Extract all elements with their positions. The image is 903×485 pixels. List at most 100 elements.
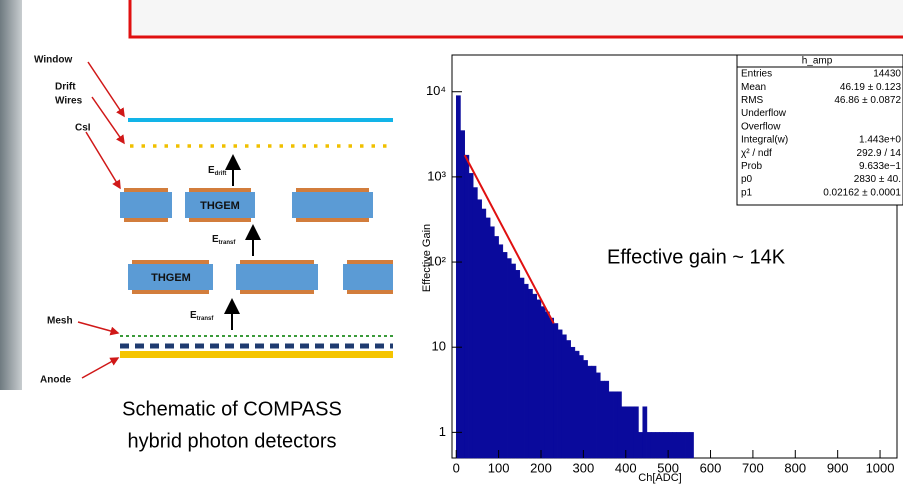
stats-value: 46.19 ± 0.123 <box>840 82 902 93</box>
bar <box>578 355 584 459</box>
stats-title: h_amp <box>802 56 833 67</box>
field-symbol: E <box>190 310 197 321</box>
bar <box>625 406 631 459</box>
stats-value: 2830 ± 40. <box>854 174 901 185</box>
bar <box>646 432 652 459</box>
x-tick-label: 800 <box>784 460 806 475</box>
thgem-row <box>120 188 393 294</box>
stats-key: Prob <box>741 161 763 172</box>
bar <box>528 288 533 459</box>
bar <box>455 95 461 459</box>
window <box>128 118 393 122</box>
stats-frame <box>736 54 903 206</box>
bar <box>667 432 673 459</box>
bar <box>650 432 656 459</box>
bar <box>549 317 554 459</box>
stats-key: p1 <box>741 187 753 198</box>
stats-value: 0.02162 ± 0.0001 <box>823 187 901 198</box>
stats-value: 292.9 / 14 <box>857 148 902 159</box>
field-arrows <box>224 154 261 330</box>
bar <box>633 406 639 459</box>
bar <box>544 311 550 459</box>
schematic: Window Drift Wires CsI Mesh Anode THGEM … <box>22 45 395 390</box>
bar <box>659 432 665 459</box>
caption: hybrid photon detectors <box>127 430 336 452</box>
bar <box>583 360 588 459</box>
field-label: Etransf <box>212 234 236 246</box>
bar <box>464 154 470 459</box>
bar <box>561 334 567 459</box>
x-tick-label: 1000 <box>866 460 895 475</box>
y-tick-label: 10² <box>427 253 446 268</box>
bar <box>536 299 542 459</box>
anode <box>120 351 393 358</box>
bar <box>498 244 504 459</box>
stats-key: Integral(w) <box>741 135 788 146</box>
bar <box>612 391 618 459</box>
field-subscript: transf <box>197 316 215 322</box>
bar <box>515 270 521 459</box>
bar <box>511 263 516 459</box>
bar <box>608 391 614 459</box>
stats-key: Overflow <box>741 121 781 132</box>
stats-key: Entries <box>741 69 772 80</box>
bar <box>621 406 627 459</box>
stats-key: χ² / ndf <box>741 148 772 159</box>
bar <box>663 432 669 459</box>
stats-value: 46.86 ± 0.0872 <box>834 95 901 106</box>
bar <box>689 432 694 459</box>
stats-key: RMS <box>741 95 764 106</box>
x-tick-label: 300 <box>573 460 595 475</box>
bar <box>481 208 487 459</box>
layer-label: CsI <box>75 123 91 134</box>
layer-label: Wires <box>55 96 83 107</box>
bar <box>676 432 682 459</box>
x-tick-label: 700 <box>742 460 764 475</box>
stats-key: p0 <box>741 174 753 185</box>
bar <box>655 432 660 459</box>
y-axis-label: Effective Gain <box>421 224 433 292</box>
layer-label: Mesh <box>47 316 73 327</box>
photo <box>0 0 22 390</box>
bar <box>523 283 529 459</box>
bar <box>489 226 495 459</box>
layer-label: Window <box>34 55 72 66</box>
stats-box: h_amp Entries 14430 Mean 46.19 ± 0.123 RMS 46… <box>736 54 903 206</box>
y-tick-label: 10³ <box>427 168 446 183</box>
x-tick-label: 0 <box>453 460 460 475</box>
bar <box>566 340 571 459</box>
x-tick-label: 500 <box>657 460 679 475</box>
x-tick-label: 200 <box>530 460 552 475</box>
bar <box>642 406 648 459</box>
y-tick-label: 1 <box>439 424 446 439</box>
stats-value: 1.443e+0 <box>859 135 901 146</box>
bar <box>485 217 491 459</box>
bar <box>638 432 643 459</box>
stats-value: 14430 <box>873 69 901 80</box>
bar <box>629 406 635 459</box>
title-box <box>128 0 903 39</box>
field-subscript: transf <box>219 240 237 246</box>
bar <box>477 199 482 459</box>
bar <box>587 365 593 459</box>
layer-label: Anode <box>40 375 72 386</box>
y-tick-label: 10 <box>432 339 446 354</box>
pointer-arrows <box>77 61 125 379</box>
field-label: Etransf <box>190 310 214 322</box>
field-label: Edrift <box>208 165 226 177</box>
x-tick-label: 900 <box>827 460 849 475</box>
stats-key: Mean <box>741 82 766 93</box>
bar <box>557 329 563 459</box>
bar <box>472 187 478 459</box>
x-tick-label: 400 <box>615 460 637 475</box>
stats-key: Underflow <box>741 108 787 119</box>
x-axis-label: Ch[ADC] <box>638 472 681 484</box>
layer-label: Drift <box>55 82 76 93</box>
caption: Schematic of COMPASS <box>122 398 342 420</box>
bar <box>460 130 465 459</box>
bar <box>519 277 525 459</box>
bar <box>532 293 538 459</box>
bar <box>540 306 546 459</box>
bar <box>684 432 690 459</box>
